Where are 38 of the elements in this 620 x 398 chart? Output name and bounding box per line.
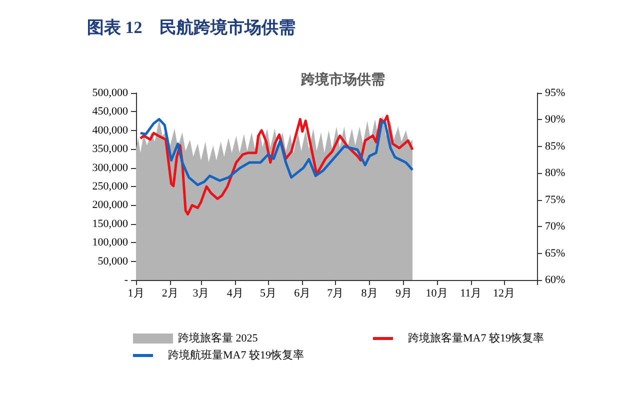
x-tick-label: 5月	[260, 288, 276, 300]
x-tick-label: 11月	[460, 288, 482, 300]
x-tick-label: 7月	[327, 288, 344, 300]
x-tick-label: 8月	[361, 288, 378, 300]
legend-label: 跨境航班量MA7 较19恢复率	[168, 348, 304, 362]
y-tick-label: 400,000	[92, 124, 128, 136]
y-tick-label: 250,000	[92, 180, 128, 192]
y2-tick-label: 75%	[545, 194, 566, 206]
y2-tick-label: 60%	[545, 274, 566, 286]
x-tick-label: 4月	[226, 288, 244, 300]
legend-label: 跨境旅客量 2025	[178, 332, 258, 344]
x-tick-label: 12月	[492, 288, 515, 300]
y-tick-label: 100,000	[92, 236, 128, 249]
x-tick-label: 6月	[294, 288, 311, 300]
chart-title: 图表 12 民航跨境市场供需	[87, 18, 296, 37]
y2-tick-label: 80%	[545, 167, 566, 180]
x-tick-label: 2月	[162, 288, 178, 300]
y2-tick-label: 70%	[545, 220, 566, 233]
y2-tick-label: 65%	[545, 247, 566, 260]
x-tick-label: 10月	[426, 288, 448, 300]
line-series	[139, 114, 414, 216]
y-tick-label: 200,000	[92, 199, 128, 212]
y-tick-label: 500,000	[92, 87, 128, 99]
y-tick-label: 450,000	[92, 106, 128, 118]
x-tick-label: 9月	[395, 288, 412, 300]
x-tick-label: 3月	[192, 288, 210, 300]
y-tick-label: 50,000	[98, 255, 128, 268]
y-tick-label: -	[124, 274, 128, 286]
y-tick-label: 350,000	[92, 143, 128, 156]
y-tick-label: 300,000	[92, 162, 128, 174]
x-tick-label: 1月	[128, 288, 144, 300]
y2-tick-label: 95%	[545, 87, 566, 99]
y2-tick-label: 90%	[545, 114, 566, 126]
legend-label: 跨境旅客量MA7 较19恢复率	[408, 332, 544, 344]
y2-tick-label: 85%	[545, 140, 566, 152]
chart-subtitle: 跨境市场供需	[300, 71, 385, 88]
line-series	[139, 118, 414, 186]
y-tick-label: 150,000	[92, 218, 128, 230]
